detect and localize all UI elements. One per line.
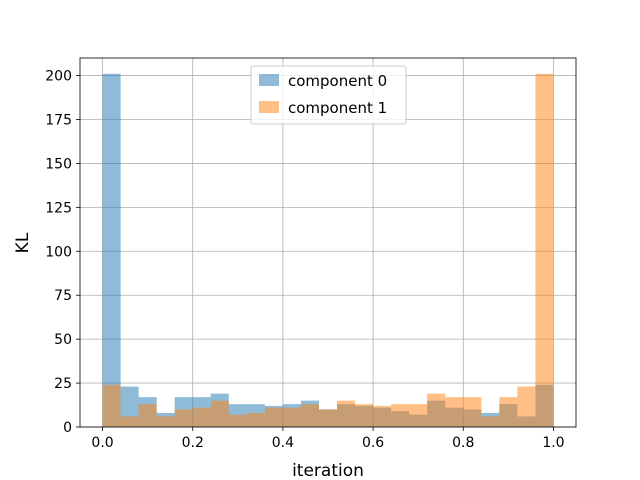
bar-component-1 (210, 400, 229, 427)
y-tick-label: 200 (45, 69, 72, 85)
bar-component-1 (427, 393, 446, 427)
bar-component-1 (535, 73, 554, 428)
bar-component-1 (120, 416, 139, 427)
x-tick-label: 0.8 (452, 435, 474, 451)
legend: component 0 component 1 (250, 65, 407, 125)
plot-frame (79, 57, 577, 428)
y-tick-label: 25 (54, 376, 72, 392)
x-tick-label: 0.2 (182, 435, 204, 451)
x-axis-ticks: 0.0 0.2 0.4 0.6 0.8 1.0 (91, 427, 565, 451)
y-tick-label: 50 (54, 332, 72, 348)
legend-swatch-component-0 (259, 74, 279, 86)
bars (102, 73, 554, 428)
bar-component-1 (355, 404, 374, 427)
bar-component-1 (138, 404, 157, 427)
bar-component-1 (192, 407, 211, 427)
y-axis-label: KL (13, 232, 33, 253)
bar-component-1 (318, 409, 338, 427)
y-tick-label: 100 (45, 244, 72, 260)
bar-component-1 (499, 397, 518, 427)
legend-label-component-0: component 0 (288, 72, 387, 90)
y-tick-label: 175 (45, 113, 72, 129)
x-tick-label: 1.0 (542, 435, 564, 451)
y-tick-label: 75 (54, 288, 72, 304)
bar-component-1 (481, 416, 500, 427)
bar-component-1 (409, 404, 428, 427)
bar-component-1 (282, 407, 301, 427)
bar-component-1 (337, 400, 356, 427)
legend-swatch-component-1 (259, 101, 279, 113)
x-tick-label: 0.0 (91, 435, 113, 451)
bar-component-1 (102, 384, 121, 427)
y-tick-label: 125 (45, 200, 72, 216)
bar-component-0 (102, 73, 121, 428)
x-tick-label: 0.6 (362, 435, 384, 451)
bar-component-1 (228, 414, 247, 427)
x-tick-label: 0.4 (272, 435, 294, 451)
bar-component-1 (445, 397, 464, 427)
y-tick-label: 0 (63, 420, 72, 436)
bar-component-1 (391, 404, 410, 427)
bar-component-1 (300, 404, 319, 427)
bar-component-1 (174, 409, 193, 427)
legend-box (250, 65, 407, 125)
bar-component-1 (264, 407, 283, 427)
bar-component-1 (463, 397, 482, 427)
y-tick-label: 150 (45, 156, 72, 172)
y-axis-ticks: 0 25 50 75 100 125 150 175 200 (45, 69, 80, 436)
x-axis-label: iteration (292, 461, 364, 480)
bar-component-1 (517, 386, 536, 427)
legend-label-component-1: component 1 (288, 99, 387, 117)
bar-component-1 (246, 412, 265, 427)
bar-component-1 (373, 405, 392, 427)
bar-component-1 (156, 416, 175, 427)
